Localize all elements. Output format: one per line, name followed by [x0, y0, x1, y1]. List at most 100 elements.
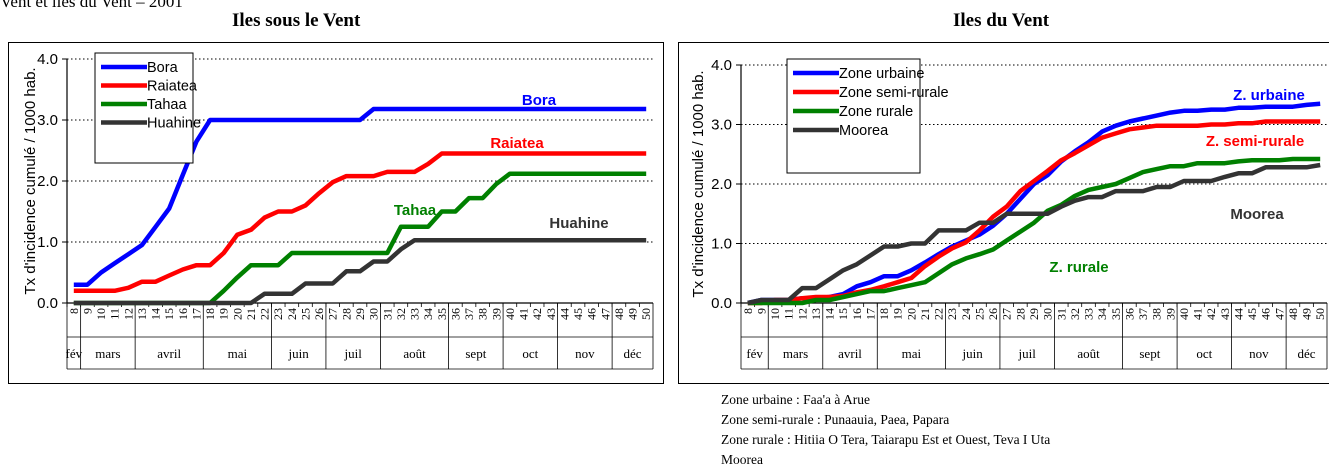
x-tick-label-46: 46 — [585, 308, 599, 320]
x-tick-label-18: 18 — [877, 308, 891, 320]
chart-title-left: Iles sous le Vent — [232, 10, 361, 31]
series-line-bora — [73, 106, 647, 287]
x-tick-label-47: 47 — [598, 308, 612, 320]
x-tick-label-40: 40 — [1177, 308, 1191, 320]
x-tick-label-50: 50 — [1313, 308, 1327, 320]
chart-iles-sous-le-vent: Tx d'incidence cumulé / 1000 hab.0.0 1.0 2… — [22, 51, 654, 370]
x-tick-label-39: 39 — [1163, 308, 1177, 320]
x-tick-label-21: 21 — [918, 308, 932, 320]
legend-label-raiatea: Raiatea — [147, 79, 198, 95]
y-tick-label-4: 4.0 — [37, 51, 58, 68]
month-label-juin: juin — [288, 346, 310, 361]
zone-definitions: Zone urbaine : Faa'a à Arue Zone semi-ru… — [721, 390, 1050, 470]
x-tick-label-14: 14 — [823, 308, 837, 320]
x-tick-label-17: 17 — [189, 308, 203, 320]
x-tick-label-12: 12 — [121, 308, 135, 320]
x-tick-label-11: 11 — [108, 308, 122, 320]
x-tick-label-42: 42 — [530, 308, 544, 320]
y-axis-label: Tx d'incidence cumulé / 1000 hab. — [690, 70, 707, 297]
month-label-juil: juil — [1018, 346, 1037, 361]
y-axis-label: Tx d'incidence cumulé / 1000 hab. — [22, 67, 39, 294]
x-tick-label-38: 38 — [476, 308, 490, 320]
month-label-juin: juin — [962, 346, 984, 361]
legend-label-zone-semi-rurale: Zone semi-rurale — [839, 85, 949, 101]
x-tick-label-24: 24 — [285, 308, 299, 320]
legend-label-zone-rurale: Zone rurale — [839, 104, 913, 120]
note-moorea: Moorea — [721, 452, 763, 467]
x-tick-label-41: 41 — [517, 308, 531, 320]
x-tick-label-15: 15 — [162, 308, 176, 320]
chart-title-right: Iles du Vent — [953, 10, 1050, 31]
x-tick-label-42: 42 — [1204, 308, 1218, 320]
month-label-nov: nov — [1249, 346, 1269, 361]
month-label-mai: mai — [228, 346, 248, 361]
x-tick-label-23: 23 — [271, 308, 285, 320]
x-tick-label-38: 38 — [1150, 308, 1164, 320]
y-tick-label-0: 0.0 — [37, 295, 58, 312]
x-tick-label-36: 36 — [448, 308, 462, 320]
month-label-dec: déc — [1298, 346, 1316, 361]
x-tick-label-37: 37 — [462, 308, 476, 320]
y-tick-label-4: 4.0 — [711, 57, 732, 74]
x-tick-label-49: 49 — [626, 308, 640, 320]
month-label-juil: juil — [344, 346, 363, 361]
month-label-mars: mars — [95, 346, 120, 361]
x-tick-label-28: 28 — [339, 308, 353, 320]
month-label-sept: sept — [465, 346, 486, 361]
x-tick-label-10: 10 — [768, 308, 782, 320]
y-tick-label-3: 3.0 — [37, 112, 58, 129]
x-tick-label-35: 35 — [1109, 308, 1123, 320]
y-tick-label-3: 3.0 — [711, 117, 732, 134]
month-label-oct: oct — [1196, 346, 1212, 361]
x-tick-label-39: 39 — [489, 308, 503, 320]
x-tick-label-34: 34 — [1095, 308, 1109, 320]
x-tick-label-20: 20 — [904, 308, 918, 320]
annotation-z-rurale: Z. rurale — [1049, 259, 1108, 276]
x-tick-label-9: 9 — [80, 308, 94, 314]
x-tick-label-29: 29 — [1027, 308, 1041, 320]
month-label-dec: déc — [624, 346, 642, 361]
x-tick-label-49: 49 — [1300, 308, 1314, 320]
x-tick-label-21: 21 — [244, 308, 258, 320]
x-tick-label-17: 17 — [863, 308, 877, 320]
x-tick-label-19: 19 — [891, 308, 905, 320]
legend-label-huahine: Huahine — [147, 116, 201, 132]
page-heading-fragment: Vent et îles du Vent – 2001 — [0, 0, 183, 11]
annotation-z-urbaine: Z. urbaine — [1233, 87, 1305, 104]
x-tick-label-29: 29 — [353, 308, 367, 320]
legend-label-zone-urbaine: Zone urbaine — [839, 66, 924, 82]
x-tick-label-48: 48 — [612, 308, 626, 320]
month-label-sept: sept — [1139, 346, 1160, 361]
legend-label-tahaa: Tahaa — [147, 97, 187, 113]
month-label-avril: avril — [838, 346, 862, 361]
x-tick-label-9: 9 — [754, 308, 768, 314]
x-tick-label-33: 33 — [1082, 308, 1096, 320]
x-tick-label-23: 23 — [945, 308, 959, 320]
x-tick-label-12: 12 — [795, 308, 809, 320]
legend-label-bora: Bora — [147, 60, 179, 76]
x-tick-label-34: 34 — [421, 308, 435, 320]
month-label-aout: août — [1077, 346, 1100, 361]
x-tick-label-43: 43 — [544, 308, 558, 320]
x-tick-label-13: 13 — [809, 308, 823, 320]
x-tick-label-47: 47 — [1272, 308, 1286, 320]
series-line-huahine — [73, 237, 647, 306]
x-tick-label-48: 48 — [1286, 308, 1300, 320]
series-line-raiatea — [73, 151, 647, 294]
x-tick-label-20: 20 — [230, 308, 244, 320]
x-tick-label-32: 32 — [1068, 308, 1082, 320]
chart-iles-du-vent: Tx d'incidence cumulé / 1000 hab.0.0 1.0 2… — [690, 57, 1328, 370]
x-tick-label-41: 41 — [1191, 308, 1205, 320]
x-tick-label-25: 25 — [972, 308, 986, 320]
annotation-moorea: Moorea — [1230, 206, 1284, 223]
x-tick-label-46: 46 — [1259, 308, 1273, 320]
x-tick-label-8: 8 — [67, 308, 81, 314]
y-tick-label-1: 1.0 — [37, 234, 58, 251]
x-tick-label-45: 45 — [1245, 308, 1259, 320]
x-tick-label-31: 31 — [380, 308, 394, 320]
y-tick-label-2: 2.0 — [37, 173, 58, 190]
x-tick-label-22: 22 — [258, 308, 272, 320]
chart-panel-iles-sous-le-vent: Tx d'incidence cumulé / 1000 hab. 0.0 1.0 2… — [8, 42, 664, 384]
series-line-moorea — [747, 162, 1321, 306]
x-tick-label-32: 32 — [394, 308, 408, 320]
